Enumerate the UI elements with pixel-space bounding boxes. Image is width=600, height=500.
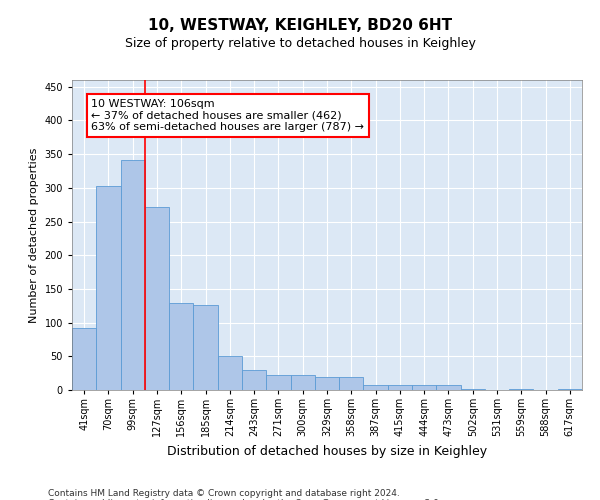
Text: Contains public sector information licensed under the Open Government Licence v3: Contains public sector information licen… — [48, 498, 442, 500]
Bar — [412, 384, 436, 390]
Bar — [339, 376, 364, 390]
Bar — [242, 370, 266, 390]
Text: 10 WESTWAY: 106sqm
← 37% of detached houses are smaller (462)
63% of semi-detach: 10 WESTWAY: 106sqm ← 37% of detached hou… — [91, 99, 364, 132]
Bar — [121, 160, 145, 390]
Bar — [145, 206, 169, 390]
Text: 10, WESTWAY, KEIGHLEY, BD20 6HT: 10, WESTWAY, KEIGHLEY, BD20 6HT — [148, 18, 452, 32]
Bar — [72, 328, 96, 390]
Bar — [169, 303, 193, 390]
Bar — [290, 375, 315, 390]
Bar — [315, 376, 339, 390]
Text: Size of property relative to detached houses in Keighley: Size of property relative to detached ho… — [125, 38, 475, 51]
Y-axis label: Number of detached properties: Number of detached properties — [29, 148, 39, 322]
Bar — [388, 384, 412, 390]
Bar — [266, 374, 290, 390]
Bar — [436, 386, 461, 390]
Text: Contains HM Land Registry data © Crown copyright and database right 2024.: Contains HM Land Registry data © Crown c… — [48, 488, 400, 498]
Bar — [96, 186, 121, 390]
Bar — [364, 384, 388, 390]
Bar — [193, 305, 218, 390]
Bar — [218, 356, 242, 390]
X-axis label: Distribution of detached houses by size in Keighley: Distribution of detached houses by size … — [167, 444, 487, 458]
